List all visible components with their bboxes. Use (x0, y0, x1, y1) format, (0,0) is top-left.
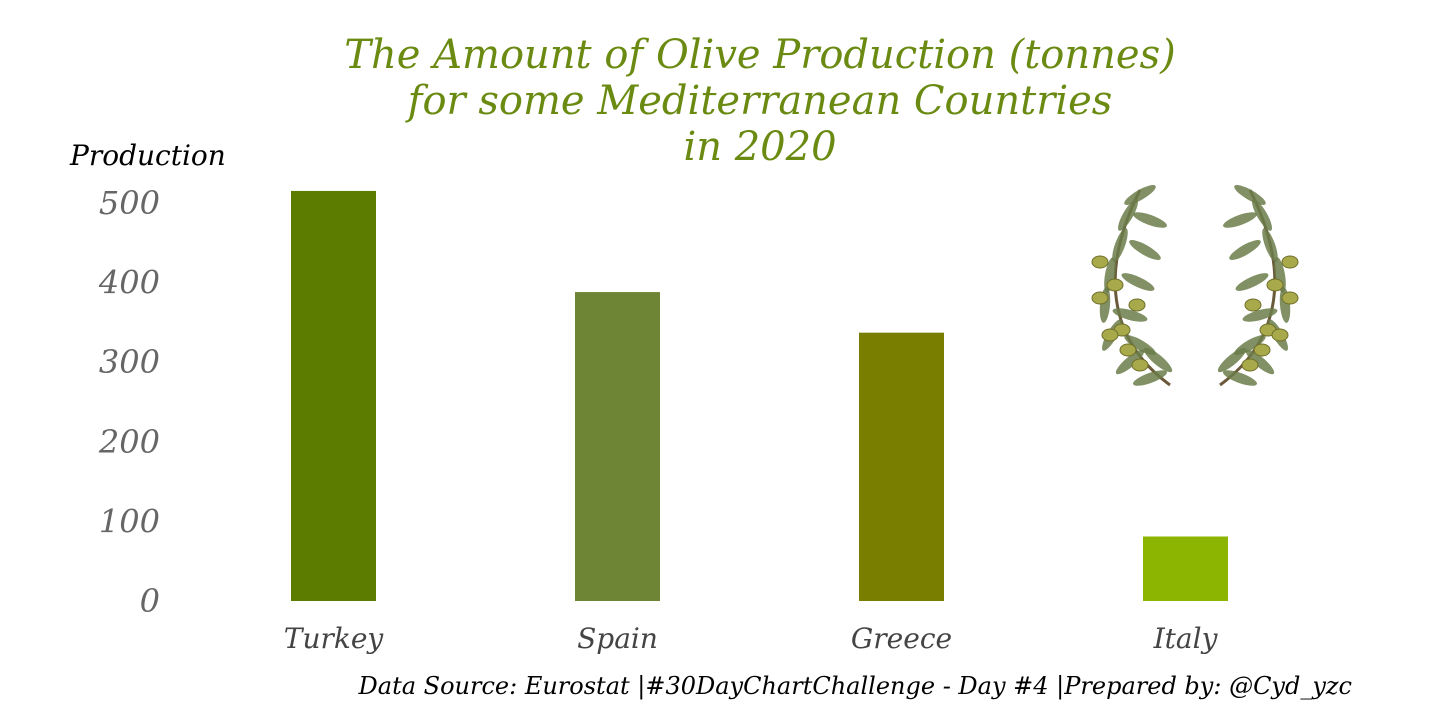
wreath-leaf (1217, 347, 1247, 373)
wreath-olive (1271, 328, 1289, 342)
bar-turkey (291, 190, 376, 601)
x-tick-label: Turkey (284, 622, 385, 655)
y-tick-label: 300 (99, 343, 160, 381)
wreath-right-branch (1217, 185, 1299, 387)
y-tick-label: 100 (99, 502, 160, 540)
wreath-olive (1131, 358, 1149, 372)
wreath-olive (1281, 291, 1299, 305)
wreath-leaf (1118, 199, 1138, 231)
wreath-olive (1106, 278, 1124, 292)
wreath-left-branch (1091, 185, 1173, 387)
x-axis: Turkey Spain Greece Italy (284, 622, 1219, 655)
y-axis: 0 100 200 300 400 500 (98, 184, 160, 620)
wreath-olive (1281, 255, 1299, 269)
wreath-olive (1244, 298, 1262, 312)
chart-title-line-3: in 2020 (683, 124, 836, 170)
chart-title-line-1: The Amount of Olive Production (tonnes) (344, 32, 1175, 78)
wreath-leaf (1124, 185, 1156, 205)
wreath-leaf (1234, 185, 1266, 205)
wreath-leaf (1112, 308, 1148, 322)
wreath-leaf (1235, 273, 1269, 291)
olive-wreath-icon (1091, 185, 1299, 387)
bar-italy (1143, 536, 1228, 601)
bar-greece (859, 332, 944, 601)
bar-spain (575, 292, 660, 601)
wreath-leaf (1222, 212, 1258, 228)
wreath-leaf (1115, 349, 1145, 375)
wreath-olive (1101, 328, 1119, 342)
wreath-olive (1241, 358, 1259, 372)
wreath-leaf (1245, 349, 1275, 375)
wreath-olive (1119, 343, 1137, 357)
y-tick-label: 200 (98, 423, 160, 461)
y-tick-label: 500 (99, 184, 160, 222)
y-tick-label: 0 (140, 582, 160, 620)
wreath-leaf (1262, 227, 1278, 263)
wreath-leaf (1252, 199, 1272, 231)
wreath-olive (1128, 298, 1146, 312)
y-tick-label: 400 (98, 264, 160, 302)
wreath-leaf (1229, 240, 1261, 260)
wreath-leaf (1129, 240, 1161, 260)
bars (291, 190, 1228, 601)
wreath-olive (1091, 255, 1109, 269)
wreath-leaf (1112, 227, 1128, 263)
y-axis-label: Production (69, 139, 226, 172)
x-tick-label: Italy (1153, 622, 1219, 655)
chart-title-line-2: for some Mediterranean Countries (405, 78, 1113, 124)
wreath-leaf (1242, 308, 1278, 322)
x-tick-label: Spain (577, 622, 658, 655)
wreath-leaf (1121, 273, 1155, 291)
wreath-leaf (1222, 370, 1258, 386)
wreath-leaf (1143, 347, 1173, 373)
wreath-olive (1091, 291, 1109, 305)
chart-caption: Data Source: Eurostat |#30DayChartChalle… (358, 672, 1352, 701)
chart-title: The Amount of Olive Production (tonnes) … (344, 32, 1175, 170)
wreath-olive (1266, 278, 1284, 292)
wreath-olive (1253, 343, 1271, 357)
wreath-leaf (1132, 212, 1168, 228)
x-tick-label: Greece (851, 622, 952, 655)
wreath-leaf (1132, 370, 1168, 386)
